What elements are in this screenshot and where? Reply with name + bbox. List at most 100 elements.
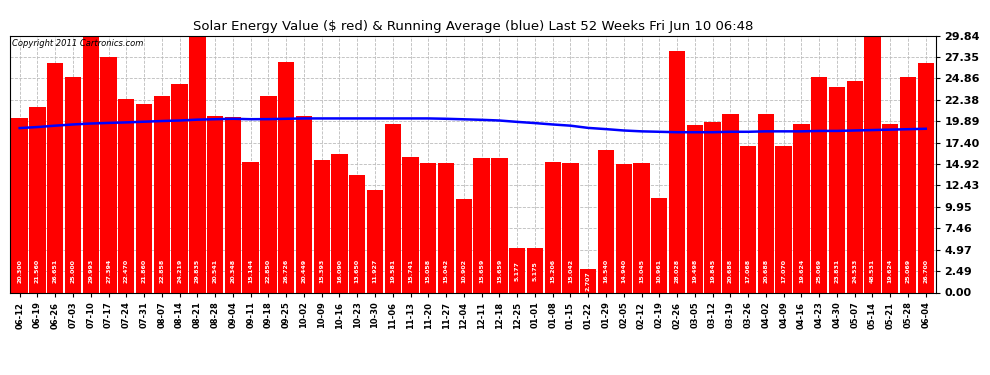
Bar	[651, 198, 667, 292]
Bar	[616, 164, 632, 292]
Bar	[420, 163, 437, 292]
Bar	[687, 124, 703, 292]
Bar	[775, 146, 792, 292]
Bar	[757, 114, 774, 292]
Bar	[82, 34, 99, 292]
Bar	[100, 57, 117, 292]
Bar	[260, 96, 276, 292]
Text: 24.533: 24.533	[852, 259, 857, 283]
Bar	[491, 158, 508, 292]
Bar	[314, 160, 330, 292]
Bar	[118, 99, 135, 292]
Text: 19.581: 19.581	[390, 259, 395, 283]
Bar	[278, 62, 294, 292]
Bar	[384, 124, 401, 292]
Text: 25.000: 25.000	[70, 259, 75, 283]
Text: 15.393: 15.393	[319, 259, 324, 283]
Bar	[12, 118, 28, 292]
Bar	[225, 117, 241, 292]
Bar	[580, 269, 596, 292]
Bar	[509, 248, 526, 292]
Text: 28.028: 28.028	[674, 259, 679, 283]
Text: 19.624: 19.624	[799, 259, 804, 283]
Text: 21.860: 21.860	[142, 259, 147, 283]
Text: 15.206: 15.206	[550, 259, 555, 283]
Bar	[864, 36, 881, 292]
Text: 10.961: 10.961	[656, 259, 661, 283]
Bar	[243, 162, 258, 292]
Text: 2.707: 2.707	[586, 271, 591, 291]
Bar	[829, 87, 845, 292]
Bar	[811, 77, 828, 292]
Text: 22.858: 22.858	[159, 259, 164, 283]
Text: 15.144: 15.144	[248, 259, 253, 283]
Text: 19.498: 19.498	[692, 259, 697, 283]
Text: 17.068: 17.068	[745, 259, 750, 283]
Bar	[562, 163, 578, 292]
Text: 13.650: 13.650	[354, 259, 359, 283]
Text: 20.300: 20.300	[17, 259, 22, 283]
Bar	[153, 96, 170, 292]
Text: 20.541: 20.541	[213, 259, 218, 283]
Text: 20.449: 20.449	[301, 259, 307, 283]
Text: 15.042: 15.042	[444, 259, 448, 283]
Text: 22.850: 22.850	[266, 259, 271, 283]
Bar	[544, 162, 561, 292]
Bar	[527, 248, 544, 292]
Bar	[207, 116, 224, 292]
Text: 20.688: 20.688	[728, 259, 733, 283]
Text: Copyright 2011 Cartronics.com: Copyright 2011 Cartronics.com	[12, 39, 144, 48]
Text: 26.726: 26.726	[284, 259, 289, 283]
Text: 20.688: 20.688	[763, 259, 768, 283]
Text: 15.058: 15.058	[426, 259, 431, 283]
Text: 5.177: 5.177	[515, 261, 520, 281]
Bar	[64, 77, 81, 292]
Bar	[882, 124, 898, 292]
Bar	[367, 190, 383, 292]
Text: 19.845: 19.845	[710, 259, 715, 283]
Bar	[740, 146, 756, 292]
Text: 11.927: 11.927	[372, 259, 377, 283]
Bar	[634, 163, 649, 292]
Bar	[705, 122, 721, 292]
Bar	[30, 107, 46, 292]
Bar	[669, 51, 685, 292]
Bar	[189, 36, 206, 292]
Text: 29.993: 29.993	[88, 259, 93, 283]
Text: 15.659: 15.659	[497, 259, 502, 283]
Bar	[349, 175, 365, 292]
Bar	[473, 158, 490, 292]
Text: 15.045: 15.045	[639, 259, 644, 283]
Text: 24.219: 24.219	[177, 259, 182, 283]
Text: 25.069: 25.069	[817, 259, 822, 283]
Text: 15.042: 15.042	[568, 259, 573, 283]
Text: 5.175: 5.175	[533, 261, 538, 281]
Text: 10.902: 10.902	[461, 259, 466, 283]
Bar	[296, 117, 312, 292]
Bar	[722, 114, 739, 292]
Bar	[48, 63, 63, 292]
Bar	[438, 163, 454, 292]
Bar	[171, 84, 188, 292]
Text: 15.659: 15.659	[479, 259, 484, 283]
Text: 29.835: 29.835	[195, 259, 200, 283]
Text: 16.090: 16.090	[337, 259, 342, 283]
Bar	[900, 77, 916, 292]
Bar	[455, 199, 472, 292]
Text: 27.394: 27.394	[106, 259, 111, 283]
Text: 48.531: 48.531	[870, 259, 875, 283]
Title: Solar Energy Value ($ red) & Running Average (blue) Last 52 Weeks Fri Jun 10 06:: Solar Energy Value ($ red) & Running Ave…	[192, 20, 753, 33]
Text: 14.940: 14.940	[622, 259, 627, 283]
Bar	[332, 154, 347, 292]
Text: 26.700: 26.700	[924, 259, 929, 283]
Bar	[598, 150, 614, 292]
Bar	[402, 157, 419, 292]
Text: 25.069: 25.069	[906, 259, 911, 283]
Text: 20.348: 20.348	[231, 259, 236, 283]
Bar	[136, 104, 152, 292]
Text: 15.741: 15.741	[408, 259, 413, 283]
Text: 19.624: 19.624	[888, 259, 893, 283]
Text: 23.831: 23.831	[835, 259, 840, 283]
Bar	[846, 81, 863, 292]
Bar	[918, 63, 934, 292]
